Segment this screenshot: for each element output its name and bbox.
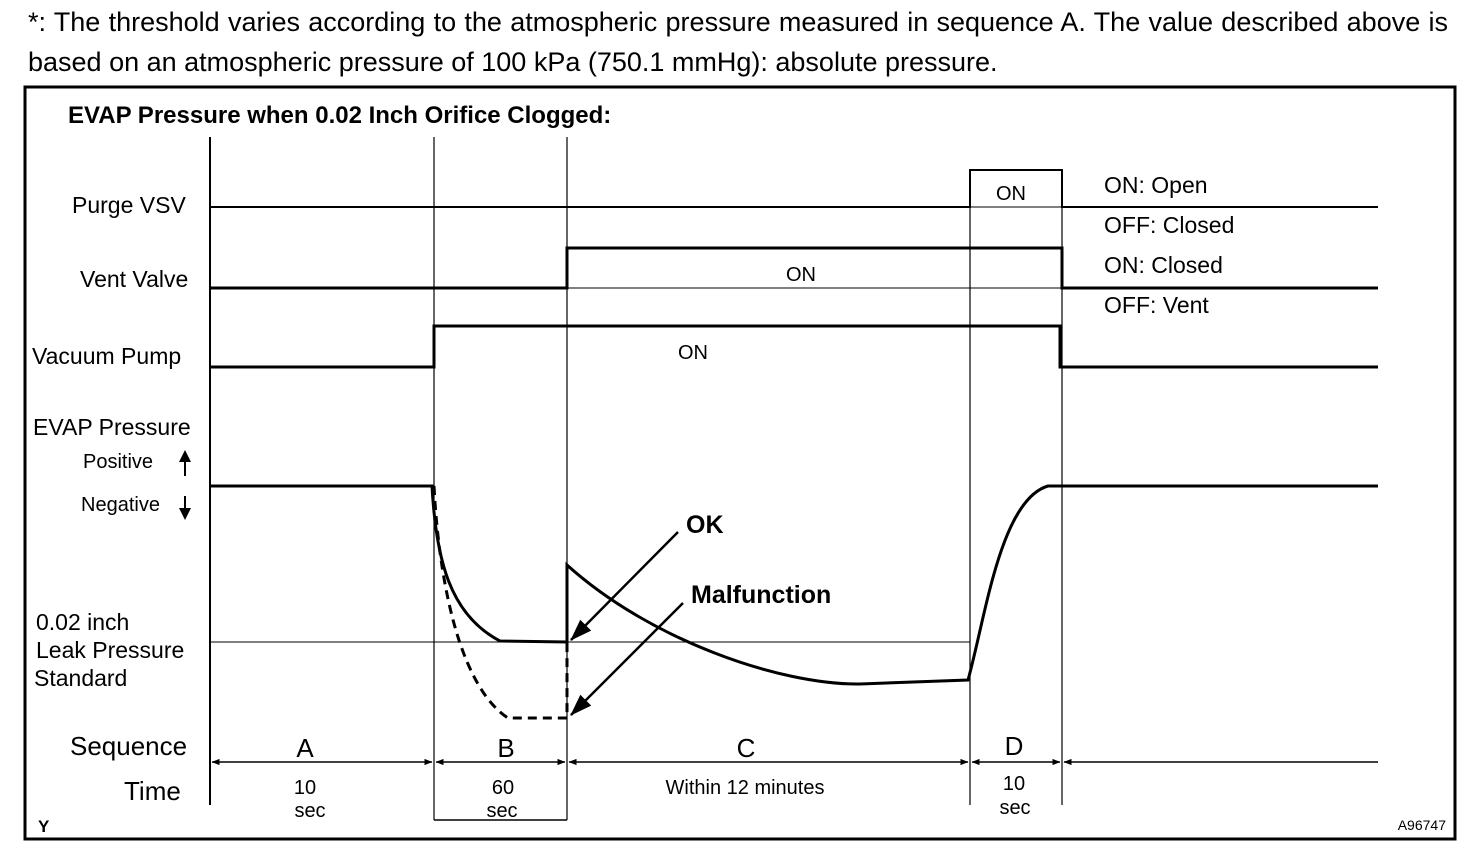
sequence-dividers (209, 137, 1063, 821)
legend-purge-off: OFF: Closed (1104, 212, 1234, 238)
label-time: Time (124, 776, 181, 806)
purge-on-label: ON (996, 183, 1026, 205)
figure-id: A96747 (1398, 817, 1446, 833)
evap-pressure-malfunction-curve (432, 485, 569, 720)
sequence-d-time-value: 10 (1003, 773, 1025, 795)
label-vent-valve: Vent Valve (80, 266, 188, 292)
label-positive: Positive (83, 451, 153, 473)
label-evap-pressure: EVAP Pressure (33, 414, 191, 440)
label-leak-standard-3: Standard (34, 665, 127, 691)
callout-ok: OK (686, 511, 724, 539)
diagram-frame (23, 85, 1457, 841)
legend-vent-on: ON: Closed (1104, 252, 1223, 278)
footnote-text: *: The threshold varies according to the… (28, 7, 1448, 77)
sequence-d-time-unit: sec (999, 797, 1030, 819)
label-vacuum-pump: Vacuum Pump (32, 343, 181, 369)
sequence-d-name: D (1005, 731, 1024, 761)
malfunction-arrow (570, 602, 684, 716)
legend-vent-off: OFF: Vent (1104, 292, 1209, 318)
vent-on-label: ON (786, 264, 816, 286)
vacuum-pump-signal (210, 324, 1378, 369)
label-sequence: Sequence (70, 731, 187, 761)
legend-purge-on: ON: Open (1104, 172, 1208, 198)
evap-pressure-ok-curve (210, 484, 1378, 686)
label-purge-vsv: Purge VSV (72, 192, 186, 218)
sequence-a-time-value: 10 (294, 777, 316, 799)
sequence-a-time-unit: sec (294, 800, 325, 822)
sequence-c-name: C (737, 733, 756, 763)
sequence-b-time-unit: sec (486, 800, 517, 822)
label-leak-standard-1: 0.02 inch (36, 609, 129, 635)
sequence-c-time-value: Within 12 minutes (666, 777, 825, 799)
purge-vsv-signal (210, 169, 1378, 208)
sequence-b-name: B (497, 733, 514, 763)
corner-mark-left: Y (38, 817, 50, 836)
vent-valve-signal (210, 246, 1378, 290)
positive-negative-arrow (179, 450, 191, 520)
label-leak-standard-2: Leak Pressure (36, 637, 184, 663)
label-negative: Negative (81, 494, 160, 516)
sequence-a-name: A (296, 733, 314, 763)
callout-malfunction: Malfunction (691, 581, 831, 609)
sequence-b-time-value: 60 (492, 777, 514, 799)
diagram-title: EVAP Pressure when 0.02 Inch Orifice Clo… (68, 102, 611, 129)
pump-on-label: ON (678, 342, 708, 364)
ok-arrow (570, 531, 679, 641)
